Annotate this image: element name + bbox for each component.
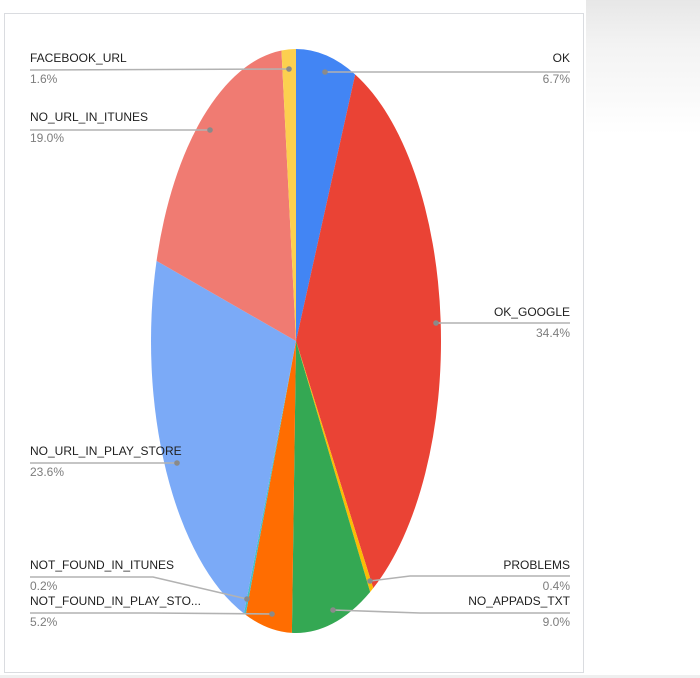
callout-not-found-in-play-store: NOT_FOUND_IN_PLAY_STO... 5.2%: [30, 595, 201, 629]
slice-percent: 0.2%: [30, 579, 58, 593]
slice-label: NO_URL_IN_ITUNES: [30, 110, 149, 124]
slice-percent: 5.2%: [30, 615, 58, 629]
pie-slice-ok-google[interactable]: [296, 74, 442, 589]
pie-slice-no-url-in-itunes[interactable]: [156, 50, 296, 341]
callout-ok: OK 6.7%: [543, 52, 570, 86]
slice-label: NO_URL_IN_PLAY_STORE: [30, 444, 182, 458]
leader-dot: [207, 127, 213, 133]
pie-slice-not-found-in-itunes[interactable]: [243, 341, 296, 615]
leader-dot: [174, 460, 180, 466]
page-right-gutter: [586, 0, 700, 678]
leader-line-not-found-in-itunes: [30, 576, 248, 600]
slice-label: OK_GOOGLE: [493, 305, 570, 319]
slice-percent: 9.0%: [542, 615, 570, 629]
callout-no-url-in-itunes: NO_URL_IN_ITUNES 19.0%: [30, 111, 148, 145]
callout-not-found-in-itunes: NOT_FOUND_IN_ITUNES 0.2%: [30, 559, 174, 593]
leader-dot: [286, 66, 292, 72]
pie-slice-facebook-url[interactable]: [281, 49, 296, 341]
leader-dot: [269, 611, 275, 617]
callout-problems: PROBLEMS 0.4%: [503, 559, 570, 593]
slice-label: NOT_FOUND_IN_ITUNES: [30, 558, 175, 572]
pie-slice-no-url-in-play-store[interactable]: [151, 260, 296, 614]
slice-percent: 23.6%: [30, 465, 65, 479]
slice-percent: 6.7%: [542, 72, 570, 86]
callout-no-appads-txt: NO_APPADS_TXT 9.0%: [468, 595, 570, 629]
leader-line-problems: [369, 575, 570, 582]
leader-line-no-appads-txt: [332, 609, 570, 614]
slice-percent: 1.6%: [30, 72, 58, 86]
slice-percent: 34.4%: [535, 326, 570, 340]
leader-dot: [433, 320, 439, 326]
leader-dot: [322, 69, 328, 75]
callout-no-url-in-play-store: NO_URL_IN_PLAY_STORE 23.6%: [30, 445, 182, 479]
slice-label: NOT_FOUND_IN_PLAY_STO...: [30, 594, 201, 608]
callout-facebook-url: FACEBOOK_URL 1.6%: [30, 52, 127, 86]
page-bottom-strip: [0, 675, 700, 678]
pie-slice-problems[interactable]: [296, 341, 374, 592]
slice-label: PROBLEMS: [503, 558, 570, 572]
leader-dot: [244, 596, 250, 602]
pie-slice-no-appads-txt[interactable]: [291, 341, 371, 633]
slice-percent: 19.0%: [30, 131, 65, 145]
leader-line-facebook-url: [29, 68, 290, 71]
leader-dot: [330, 607, 336, 613]
pie-slice-ok[interactable]: [296, 48, 356, 341]
pie-slice-not-found-in-play-sto[interactable]: [245, 341, 296, 633]
slice-label: OK: [552, 51, 570, 65]
slice-percent: 0.4%: [542, 579, 570, 593]
leader-dot: [367, 578, 373, 584]
slice-label: FACEBOOK_URL: [30, 51, 127, 65]
leader-line-not-found-in-play-sto: [30, 612, 273, 615]
slice-label: NO_APPADS_TXT: [468, 594, 570, 608]
callout-ok-google: OK_GOOGLE 34.4%: [494, 306, 570, 340]
